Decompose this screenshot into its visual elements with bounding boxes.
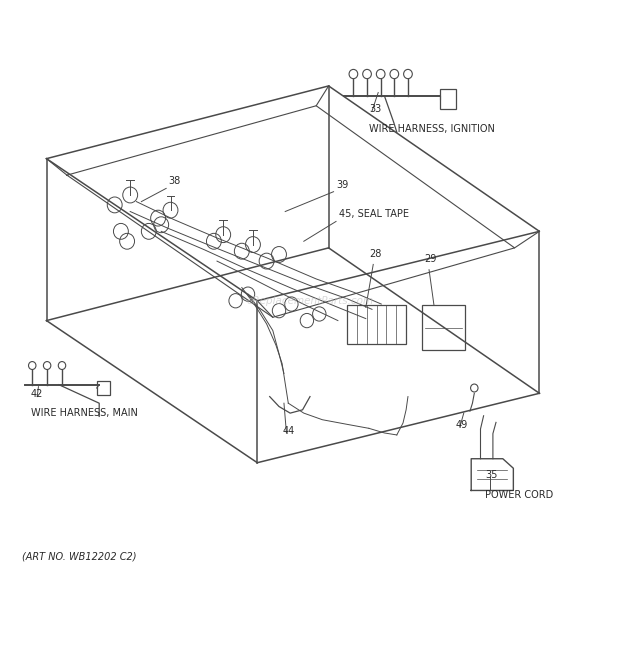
Text: (ART NO. WB12202 C2): (ART NO. WB12202 C2): [22, 552, 136, 562]
Text: 35: 35: [485, 470, 498, 480]
Bar: [422, 305, 465, 350]
Text: eReplacementParts.com: eReplacementParts.com: [246, 295, 374, 306]
Text: POWER CORD: POWER CORD: [485, 490, 554, 500]
Text: 29: 29: [425, 254, 437, 264]
Text: 49: 49: [456, 420, 468, 430]
Text: 42: 42: [31, 389, 43, 399]
Bar: [347, 305, 406, 344]
Text: 33: 33: [369, 104, 381, 114]
Text: WIRE HARNESS, IGNITION: WIRE HARNESS, IGNITION: [369, 124, 495, 134]
Text: 38: 38: [169, 176, 181, 186]
Text: 44: 44: [282, 426, 294, 436]
Text: WIRE HARNESS, MAIN: WIRE HARNESS, MAIN: [31, 408, 138, 418]
Bar: [97, 381, 110, 395]
Text: 45, SEAL TAPE: 45, SEAL TAPE: [339, 210, 409, 219]
Bar: [440, 89, 456, 109]
Text: 39: 39: [336, 180, 348, 190]
Text: 28: 28: [369, 249, 381, 259]
